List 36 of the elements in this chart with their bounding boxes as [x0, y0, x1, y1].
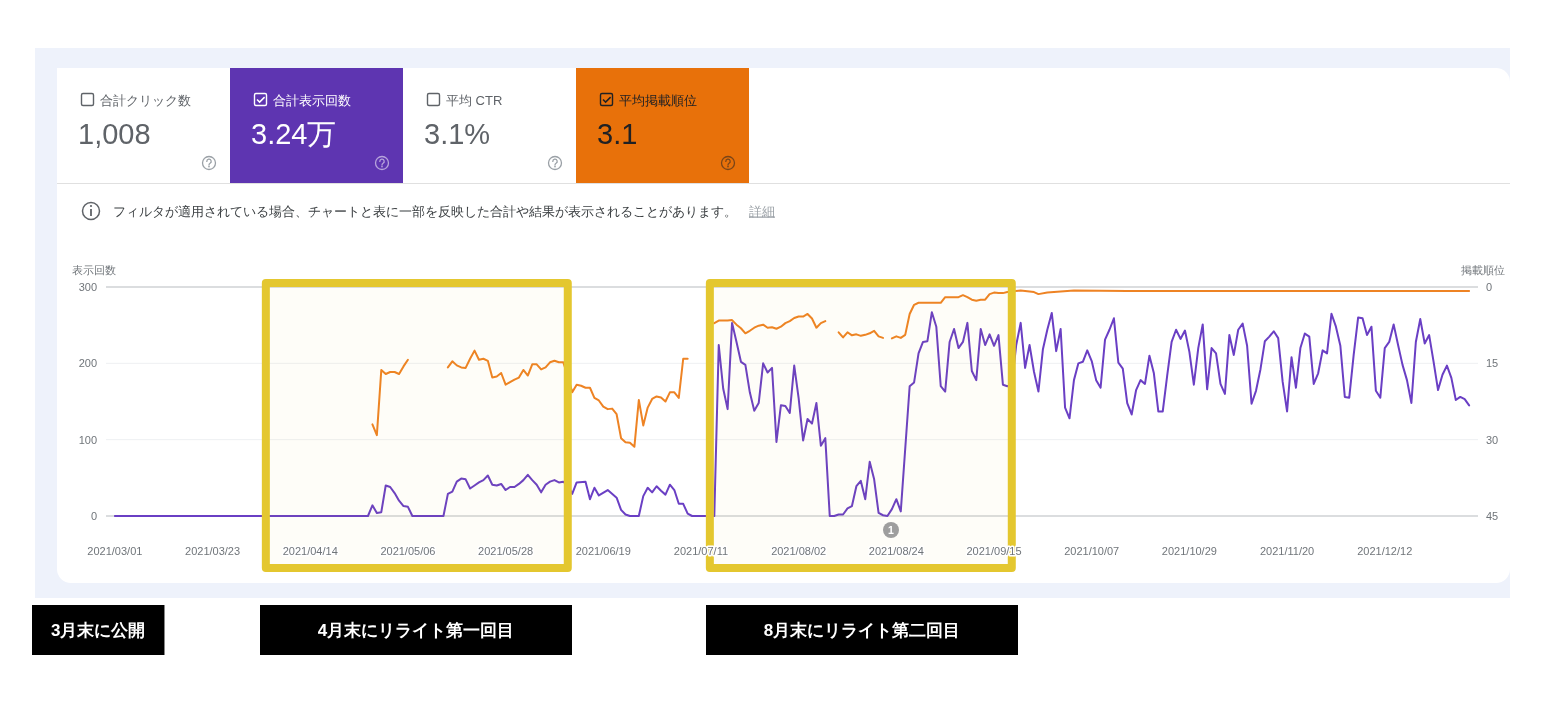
y-tick-label: 100 [78, 433, 97, 446]
x-tick-label: 2021/10/07 [1064, 545, 1120, 557]
x-tick-label: 2021/08/24 [868, 545, 924, 557]
text: フィルタが適用されている場合、チャートと表に一部を反映した合計や結果が表示されることがあります。 [113, 203, 737, 219]
category-label: 平均 CTR [446, 92, 503, 108]
text: 詳細 [749, 204, 775, 219]
y-tick-label: 0 [90, 510, 97, 522]
text: 1,008 [78, 118, 151, 150]
y-tick-label: 300 [78, 281, 97, 293]
x-tick-label: 2021/03/01 [87, 545, 143, 557]
text: 3.1% [424, 118, 491, 150]
y2-tick-label: 15 [1486, 357, 1499, 370]
x-tick-label: 2021/03/23 [185, 545, 241, 557]
x-tick-label: 2021/11/20 [1259, 545, 1315, 557]
x-tick-label: 2021/05/06 [380, 545, 436, 557]
text: 3.24万 [251, 118, 337, 150]
category-label: 合計表示回数 [273, 92, 351, 108]
text: 1 [888, 523, 895, 536]
text: 8月末にリライト第二回目 [763, 621, 961, 640]
text: 3.1 [597, 118, 638, 150]
text: 4月末にリライト第一回目 [317, 621, 515, 640]
x-tick-label: 2021/12/12 [1357, 545, 1413, 557]
y2-tick-label: 30 [1486, 433, 1499, 446]
x-tick-label: 2021/06/19 [575, 545, 631, 557]
category-label: 平均掲載順位 [619, 92, 697, 108]
y-tick-label: 200 [78, 357, 97, 370]
y-axis-title: 表示回数 [72, 264, 116, 276]
y2-tick-label: 45 [1486, 510, 1499, 522]
category-label: 合計クリック数 [100, 92, 191, 108]
y2-tick-label: 0 [1486, 281, 1493, 293]
x-tick-label: 2021/08/02 [771, 545, 827, 557]
x-tick-label: 2021/10/29 [1161, 545, 1217, 557]
x-tick-label: 2021/05/28 [478, 545, 534, 557]
text: 3月末に公開 [51, 621, 146, 640]
x-tick-label: 2021/04/14 [282, 545, 338, 557]
y2-axis-title: 掲載順位 [1461, 264, 1505, 276]
